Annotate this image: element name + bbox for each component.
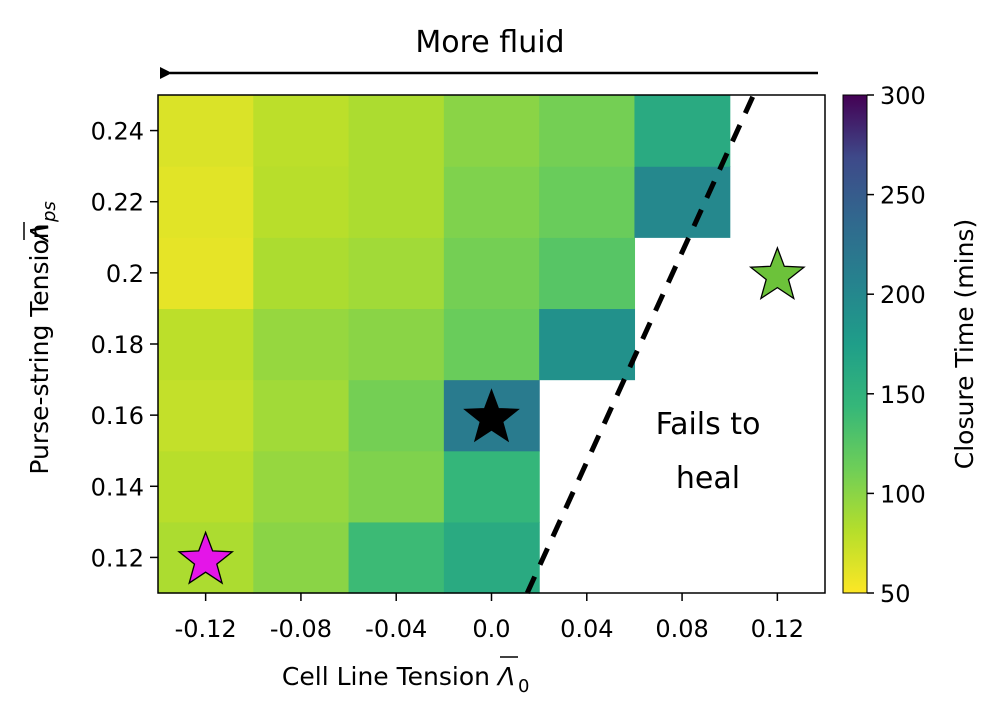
fails-label-line1: Fails to [656,407,761,442]
colorbar-tick-label: 50 [880,580,911,608]
heatmap-cell [158,379,254,452]
heatmap-cell [348,95,445,167]
y-axis-label: Purse-string Tension Λ ps [23,201,60,475]
svg-text:Λ: Λ [25,224,54,243]
heatmap-cell [158,450,254,523]
y-tick-label: 0.18 [91,331,144,359]
heatmap-cell [348,308,445,381]
heatmap-cell [348,521,445,594]
heatmap-cell [253,237,350,310]
svg-text:0: 0 [518,676,529,697]
x-tick-label: 0.04 [560,615,613,643]
markers-group [177,246,806,585]
heatmap-cell [443,237,540,310]
heatmap-cell [158,166,254,238]
heatmap-cell [348,379,445,452]
y-tick-label: 0.2 [106,260,144,288]
heatmap-cell [253,166,350,238]
heatmap-cell [443,166,540,238]
x-tick-label: 0.0 [472,615,510,643]
y-ticks: 0.12 0.14 0.16 0.18 0.2 0.22 0.24 [91,118,158,572]
y-tick-label: 0.12 [91,544,144,572]
star-marker [463,388,520,443]
y-tick-label: 0.14 [91,473,144,501]
x-tick-label: 0.12 [751,615,804,643]
x-tick-label: 0.08 [655,615,708,643]
heatmap-cell [634,166,731,238]
heatmap-cell [539,308,636,381]
heatmap-cell [539,237,636,310]
heatmap-cell [253,379,350,452]
star-marker [748,246,806,301]
y-tick-label: 0.16 [91,402,144,430]
heatmap-cell [158,308,254,381]
heatmap-cell [253,308,350,381]
heatmap-cell [253,521,350,594]
heatmap-cell [443,450,540,523]
heatmap-cell [348,450,445,523]
colorbar-tick-label: 200 [880,281,926,309]
heatmap-cell [634,95,731,167]
heatmap-cell [158,237,254,310]
colorbar [842,94,868,594]
heatmap-cell [443,521,540,594]
svg-text:Λ: Λ [496,662,515,691]
heatmap-cell [253,450,350,523]
x-axis-label: Cell Line Tension [282,662,490,691]
colorbar-label: Closure Time (mins) [950,219,979,469]
heatmap-cell [539,166,636,238]
heatmap-cell [443,308,540,381]
heatmap-cell [253,95,350,167]
svg-text:Purse-string Tension: Purse-string Tension [25,223,54,474]
x-ticks: -0.12 -0.08 -0.04 0.0 0.04 0.08 0.12 [175,593,804,643]
heatmap-cells [158,95,731,594]
x-tick-label: -0.12 [175,615,237,643]
heatmap-cell [158,95,254,167]
heatmap-cell [348,166,445,238]
heatmap-cell [539,95,636,167]
x-tick-label: -0.08 [270,615,332,643]
star-marker [177,530,235,585]
colorbar-tick-label: 150 [880,381,926,409]
fails-label-line2: heal [676,461,740,496]
x-axis-symbol: Λ 0 [496,656,529,697]
heatmap-cell [348,237,445,310]
y-tick-label: 0.22 [91,189,144,217]
colorbar-tick-label: 300 [880,82,926,110]
x-tick-label: -0.04 [365,615,427,643]
svg-text:ps: ps [39,201,60,223]
heatmap-cell [443,95,540,167]
colorbar-tick-label: 100 [880,480,926,508]
colorbar-tick-label: 250 [880,182,926,210]
more-fluid-label: More fluid [415,25,564,60]
y-tick-label: 0.24 [91,118,144,146]
colorbar-ticks: 50 100 150 200 250 300 [867,82,926,608]
